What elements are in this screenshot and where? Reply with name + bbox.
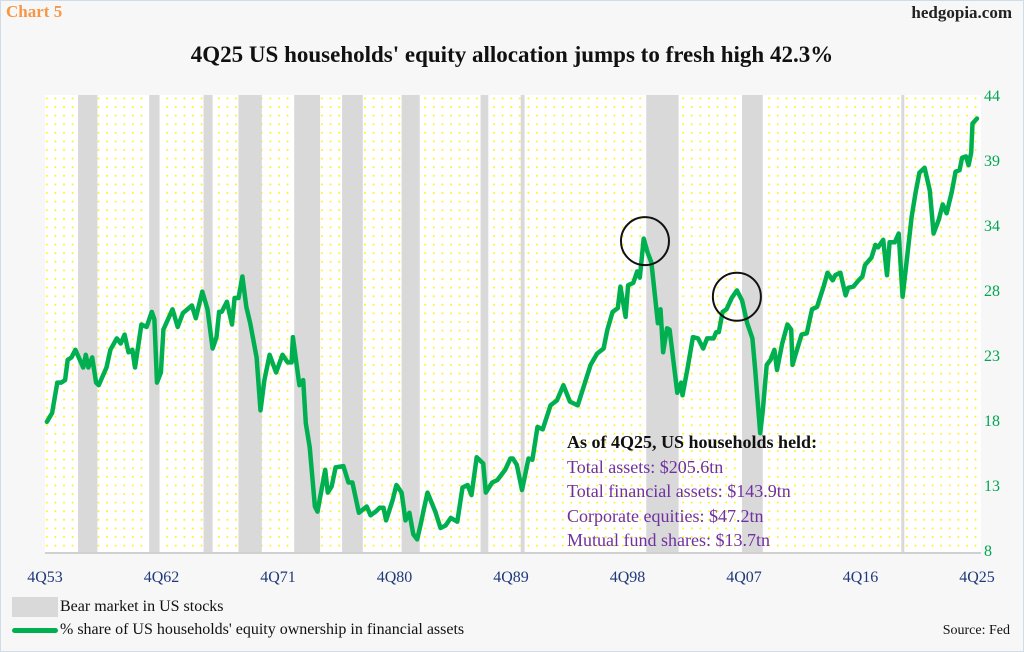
chart-title: 4Q25 US households' equity allocation ju…	[190, 42, 834, 67]
peak-highlight-circle	[711, 271, 762, 322]
legend-item-equity-share: % share of US households' equity ownersh…	[12, 621, 464, 639]
y-tick-label: 18	[984, 413, 1000, 430]
y-tick-label: 28	[984, 283, 1000, 300]
annotation-mutual-funds: Mutual fund shares: $13.7tn	[567, 530, 770, 550]
bear-market-band	[342, 95, 363, 553]
legend-label-line: % share of US households' equity ownersh…	[60, 621, 465, 638]
annotation-total-assets: Total assets: $205.6tn	[567, 456, 724, 477]
bear-market-band	[480, 95, 489, 553]
x-tick-label: 4Q53	[27, 569, 63, 586]
y-tick-label: 34	[984, 218, 1000, 235]
chart-number-label: Chart 5	[6, 2, 63, 21]
x-tick-label: 4Q25	[959, 569, 995, 586]
legend-item-bear-market: Bear market in US stocks	[12, 597, 224, 617]
y-tick-label: 8	[984, 543, 992, 560]
source-note: Source: Fed	[942, 623, 1010, 638]
bear-market-band	[78, 95, 98, 553]
legend-label-bear: Bear market in US stocks	[60, 598, 224, 615]
peak-highlight-circle	[619, 216, 670, 267]
equity-share-line	[44, 116, 980, 542]
bear-market-band	[520, 95, 525, 553]
x-tick-label: 4Q80	[376, 569, 413, 586]
x-tick-label: 4Q98	[609, 569, 646, 586]
bear-market-band	[901, 95, 905, 553]
annotation-corporate-equities: Corporate equities: $47.2tn	[567, 505, 764, 526]
y-tick-label: 44	[984, 88, 1000, 105]
bear-market-band	[401, 95, 420, 553]
x-tick-label: 4Q07	[726, 569, 762, 586]
legend-swatch-bear	[12, 597, 58, 617]
x-tick-label: 4Q89	[493, 569, 529, 586]
holdings-annotation: As of 4Q25, US households held: Total as…	[567, 430, 817, 553]
y-tick-label: 23	[984, 348, 1000, 365]
x-tick-label: 4Q71	[260, 569, 296, 586]
annotation-heading: As of 4Q25, US households held:	[567, 432, 818, 452]
site-name: hedgopia.com	[911, 3, 1012, 22]
plot-area	[45, 95, 981, 553]
legend-swatch-line	[12, 627, 58, 633]
y-tick-label: 13	[984, 478, 1000, 495]
annotation-financial-assets: Total financial assets: $143.9tn	[567, 481, 791, 501]
bear-market-band	[294, 95, 321, 553]
y-tick-label: 39	[984, 153, 1000, 170]
x-tick-label: 4Q16	[842, 569, 879, 586]
x-tick-label: 4Q62	[143, 569, 180, 586]
bear-market-band	[742, 95, 763, 553]
